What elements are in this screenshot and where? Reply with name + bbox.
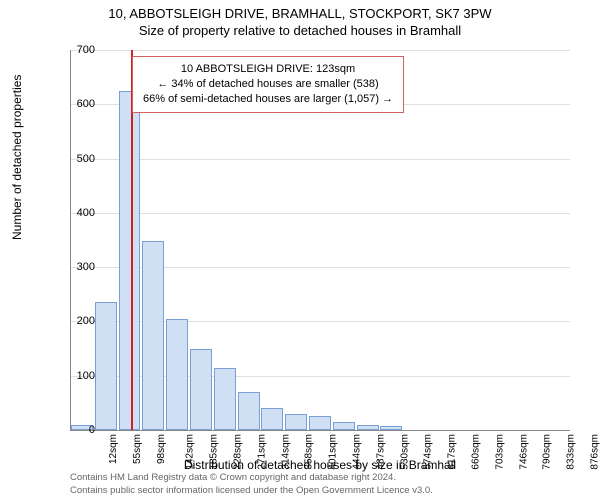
x-tick-label: 833sqm: [566, 434, 577, 470]
histogram-bar: [309, 416, 331, 430]
y-tick-label: 100: [55, 370, 95, 382]
y-tick-label: 0: [55, 424, 95, 436]
x-tick-label: 358sqm: [304, 434, 315, 470]
y-tick-label: 700: [55, 44, 95, 56]
x-tick-label: 401sqm: [328, 434, 339, 470]
x-tick-label: 487sqm: [375, 434, 386, 470]
histogram-bar: [190, 349, 212, 430]
y-tick-label: 600: [55, 98, 95, 110]
histogram-bar: [357, 425, 379, 430]
histogram-bar: [333, 422, 355, 430]
x-tick-label: 876sqm: [590, 434, 600, 470]
histogram-bar: [214, 368, 236, 430]
histogram-bar: [166, 319, 188, 430]
chart-container: 10, ABBOTSLEIGH DRIVE, BRAMHALL, STOCKPO…: [0, 0, 600, 500]
annotation-line2: ← 34% of detached houses are smaller (53…: [143, 77, 393, 92]
histogram-bar: [285, 414, 307, 430]
annotation-line3: 66% of semi-detached houses are larger (…: [143, 92, 393, 107]
x-tick-label: 314sqm: [280, 434, 291, 470]
x-tick-label: 746sqm: [518, 434, 529, 470]
x-tick-label: 444sqm: [352, 434, 363, 470]
histogram-bar: [95, 302, 117, 430]
annotation-line1: 10 ABBOTSLEIGH DRIVE: 123sqm: [143, 62, 393, 77]
x-tick-label: 271sqm: [256, 434, 267, 470]
histogram-bar: [238, 392, 260, 430]
histogram-bar: [380, 426, 402, 430]
histogram-bar: [119, 91, 141, 430]
title-subtitle: Size of property relative to detached ho…: [0, 23, 600, 38]
gridline: [70, 213, 570, 214]
title-block: 10, ABBOTSLEIGH DRIVE, BRAMHALL, STOCKPO…: [0, 0, 600, 38]
gridline: [70, 50, 570, 51]
y-tick-label: 500: [55, 153, 95, 165]
footer-attribution: Contains HM Land Registry data © Crown c…: [70, 472, 433, 497]
annotation-box: 10 ABBOTSLEIGH DRIVE: 123sqm← 34% of det…: [132, 56, 404, 113]
x-tick-label: 12sqm: [108, 434, 119, 464]
y-tick-label: 400: [55, 207, 95, 219]
y-tick-label: 200: [55, 315, 95, 327]
x-tick-label: 55sqm: [132, 434, 143, 464]
x-tick-label: 574sqm: [423, 434, 434, 470]
x-tick-label: 228sqm: [233, 434, 244, 470]
x-tick-label: 185sqm: [209, 434, 220, 470]
histogram-bar: [261, 408, 283, 430]
footer-line1: Contains HM Land Registry data © Crown c…: [70, 472, 433, 484]
x-tick-label: 98sqm: [156, 434, 167, 464]
y-axis-label: Number of detached properties: [10, 75, 24, 240]
x-tick-label: 790sqm: [542, 434, 553, 470]
footer-line2: Contains public sector information licen…: [70, 485, 433, 497]
gridline: [70, 159, 570, 160]
gridline: [70, 430, 570, 431]
x-tick-label: 660sqm: [471, 434, 482, 470]
x-tick-label: 703sqm: [494, 434, 505, 470]
x-tick-label: 617sqm: [447, 434, 458, 470]
x-tick-label: 530sqm: [399, 434, 410, 470]
x-tick-label: 142sqm: [185, 434, 196, 470]
histogram-bar: [142, 241, 164, 430]
y-tick-label: 300: [55, 261, 95, 273]
title-address: 10, ABBOTSLEIGH DRIVE, BRAMHALL, STOCKPO…: [0, 6, 600, 21]
